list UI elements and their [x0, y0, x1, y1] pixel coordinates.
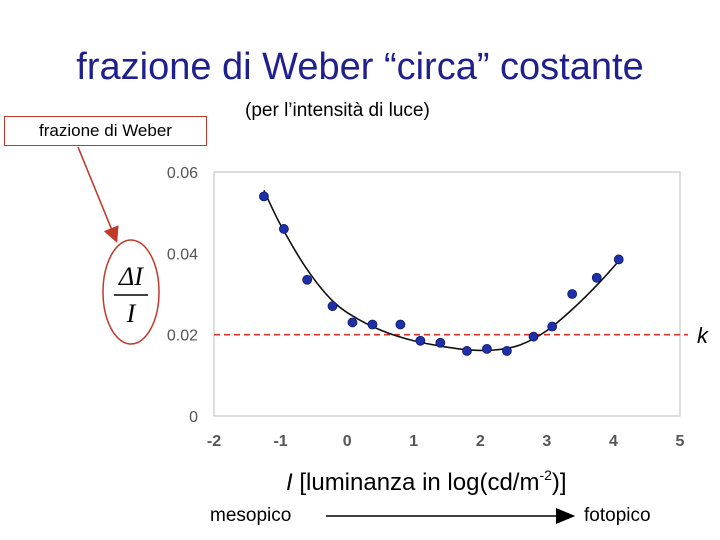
data-point — [327, 301, 338, 312]
x-tick-label: 0 — [343, 433, 352, 450]
weber-label-box: frazione di Weber — [4, 116, 207, 146]
data-point — [415, 335, 426, 346]
data-points — [259, 191, 624, 356]
weber-arrow — [77, 146, 119, 243]
data-point — [347, 317, 358, 328]
x-tick-labels: -2 -1 0 1 2 3 4 5 — [207, 433, 685, 450]
slide-subtitle: (per l’intensità di luce) — [245, 100, 430, 121]
data-point — [613, 254, 624, 265]
x-tick-label: 3 — [542, 433, 551, 450]
data-point — [547, 321, 558, 332]
data-point — [367, 319, 378, 330]
x-tick-label: -1 — [273, 433, 287, 450]
x-tick-label: 5 — [676, 433, 685, 450]
data-point — [482, 343, 492, 354]
y-tick-label: 0.02 — [167, 328, 198, 345]
data-point — [302, 274, 313, 285]
y-tick-label: 0 — [189, 409, 198, 426]
x-tick-label: 2 — [476, 433, 485, 450]
data-point — [395, 319, 406, 330]
fraction-denominator: I — [126, 299, 137, 328]
slide-title: frazione di Weber “circa” costante — [76, 46, 644, 88]
x-tick-label: 4 — [609, 433, 618, 450]
x-tick-label: 1 — [409, 433, 418, 450]
data-point — [591, 272, 602, 283]
y-tick-label: 0.06 — [167, 165, 198, 182]
data-point — [502, 346, 512, 356]
x-axis-label: I [luminanza in log(cd/m-2)] — [286, 467, 567, 496]
data-point — [462, 346, 472, 356]
data-point — [259, 191, 269, 202]
fotopico-label: fotopico — [584, 505, 651, 526]
mesopico-label: mesopico — [210, 505, 292, 526]
data-point — [278, 224, 289, 234]
x-tick-label: -2 — [207, 433, 221, 450]
y-tick-labels: 0 0.02 0.04 0.06 — [167, 165, 198, 426]
data-point — [435, 337, 446, 348]
data-point — [528, 331, 539, 342]
k-label: k — [697, 323, 709, 348]
fraction-circle — [102, 239, 160, 345]
y-tick-label: 0.04 — [167, 246, 198, 263]
data-point — [567, 289, 578, 299]
fraction-numerator: ΔI — [118, 262, 144, 291]
plot-frame — [213, 171, 681, 417]
